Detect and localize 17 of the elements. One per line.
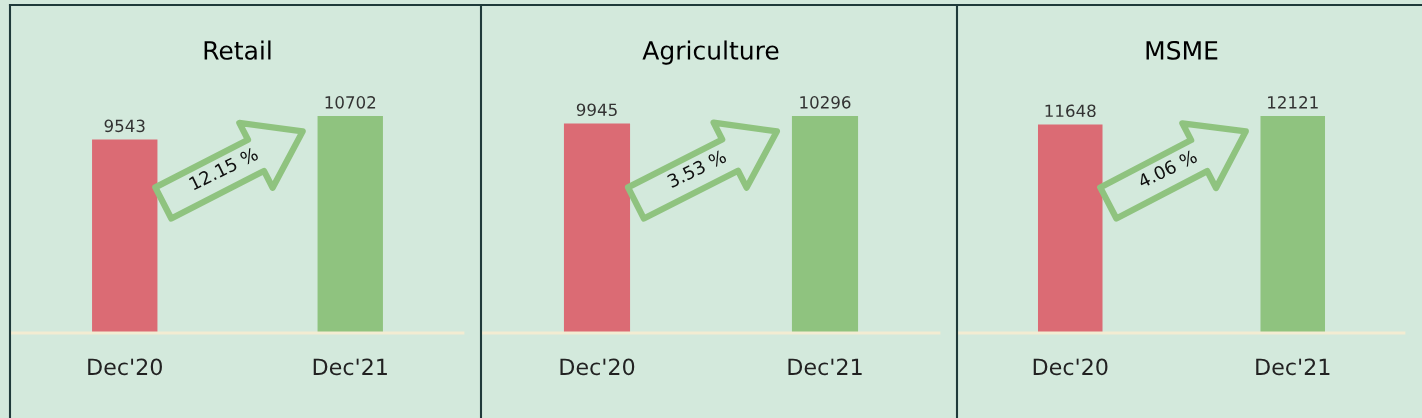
data-label: 11648 (1045, 104, 1096, 118)
annotation: 4.06 % (1136, 149, 1198, 189)
data-label: 12121 (1268, 96, 1318, 109)
data-label: 9945 (576, 103, 617, 117)
chart-title: MSME (1146, 40, 1218, 60)
data-label: 10296 (800, 96, 851, 109)
chart-title: Agriculture (642, 40, 779, 65)
x-tick-label: Dec'21 (788, 358, 862, 376)
data-label: 9543 (104, 119, 145, 133)
x-tick-label: Dec'20 (560, 358, 635, 376)
chart-title: Retail (204, 40, 271, 60)
x-tick-label: Dec'20 (1033, 358, 1108, 376)
data-label: 10702 (325, 96, 376, 109)
x-tick-label: Dec'21 (1256, 358, 1330, 376)
x-tick-label: Dec'21 (313, 358, 387, 376)
x-tick-label: Dec'20 (88, 358, 162, 376)
annotation: 3.53 % (666, 149, 728, 189)
